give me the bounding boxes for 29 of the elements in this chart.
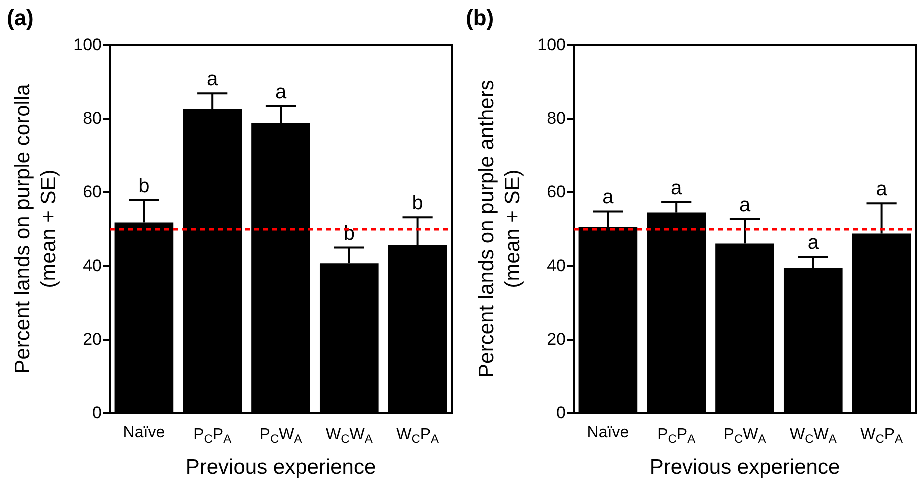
y-tick-label: 40 [83, 256, 102, 276]
annotation: a [876, 178, 888, 201]
annotation: a [207, 68, 220, 91]
annotation: a [602, 186, 615, 209]
y-tick-label: 60 [547, 182, 566, 202]
annotation: a [739, 194, 752, 216]
y-tick-label: 100 [74, 36, 102, 54]
y-tick-label: 20 [547, 330, 566, 349]
x-axis-title: Previous experience [650, 456, 840, 479]
y-axis-title: Percent lands on purple corolla (mean + SE) [12, 84, 60, 374]
y-tick-label: 40 [547, 256, 566, 276]
annotation: b [412, 192, 424, 215]
chart-title: (a) [7, 6, 34, 30]
y-tick-label: 60 [83, 182, 102, 202]
y-tick-label: 0 [92, 404, 102, 422]
y-axis-title: Percent lands on purple anthers (mean + SE) [476, 80, 524, 378]
x-tick-label: Naïve [123, 424, 166, 442]
y-tick-label: 100 [538, 36, 566, 54]
annotation: a [671, 178, 684, 200]
x-tick-label: Naïve [587, 424, 630, 442]
annotation: b [138, 175, 150, 198]
y-tick-label: 80 [83, 109, 102, 128]
annotation: a [275, 81, 288, 104]
x-axis-title: Previous experience [186, 456, 376, 479]
annotation: a [808, 232, 820, 254]
chart-title: (b) [466, 6, 494, 30]
y-tick-label: 20 [83, 330, 102, 349]
y-tick-label: 0 [556, 404, 566, 422]
y-tick-label: 80 [547, 109, 566, 128]
